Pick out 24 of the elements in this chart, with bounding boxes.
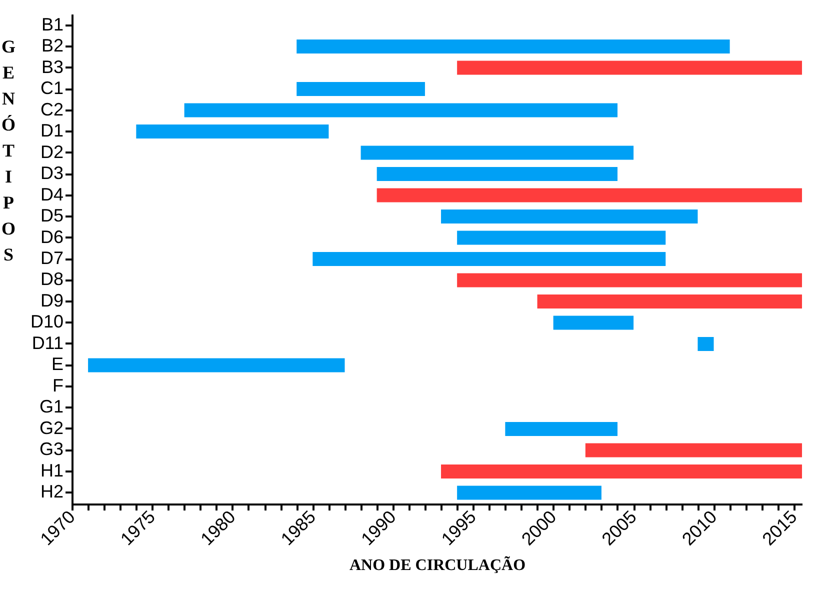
y-tick-label: C2: [40, 99, 64, 120]
y-tick-label: D1: [40, 120, 64, 141]
y-tick-label: D5: [40, 206, 64, 226]
y-tick-label: D7: [40, 248, 64, 268]
y-tick-label: B3: [41, 56, 64, 77]
y-tick-label: E: [51, 354, 64, 374]
y-tick-label: B1: [41, 14, 64, 34]
y-tick-label: G1: [39, 396, 64, 417]
y-tick-label: H2: [40, 482, 64, 502]
text: GENÓTIPOS: [1, 36, 16, 264]
y-tick-label: D2: [40, 142, 64, 162]
y-tick-label: D10: [30, 312, 64, 332]
y-tick-label: D9: [40, 290, 64, 310]
y-tick-label: D11: [32, 332, 64, 353]
y-tick-label: D8: [40, 269, 64, 290]
y-tick-label: D4: [40, 184, 64, 204]
y-tick-label: B2: [41, 36, 64, 56]
y-tick-label: D3: [40, 163, 64, 184]
y-tick-label: H1: [40, 460, 64, 480]
y-tick-label: C1: [40, 78, 64, 98]
y-tick-label: F: [52, 375, 64, 396]
y-tick-label: G3: [39, 439, 64, 460]
y-tick-label: D6: [40, 226, 64, 247]
y-tick-label: G2: [39, 418, 64, 438]
